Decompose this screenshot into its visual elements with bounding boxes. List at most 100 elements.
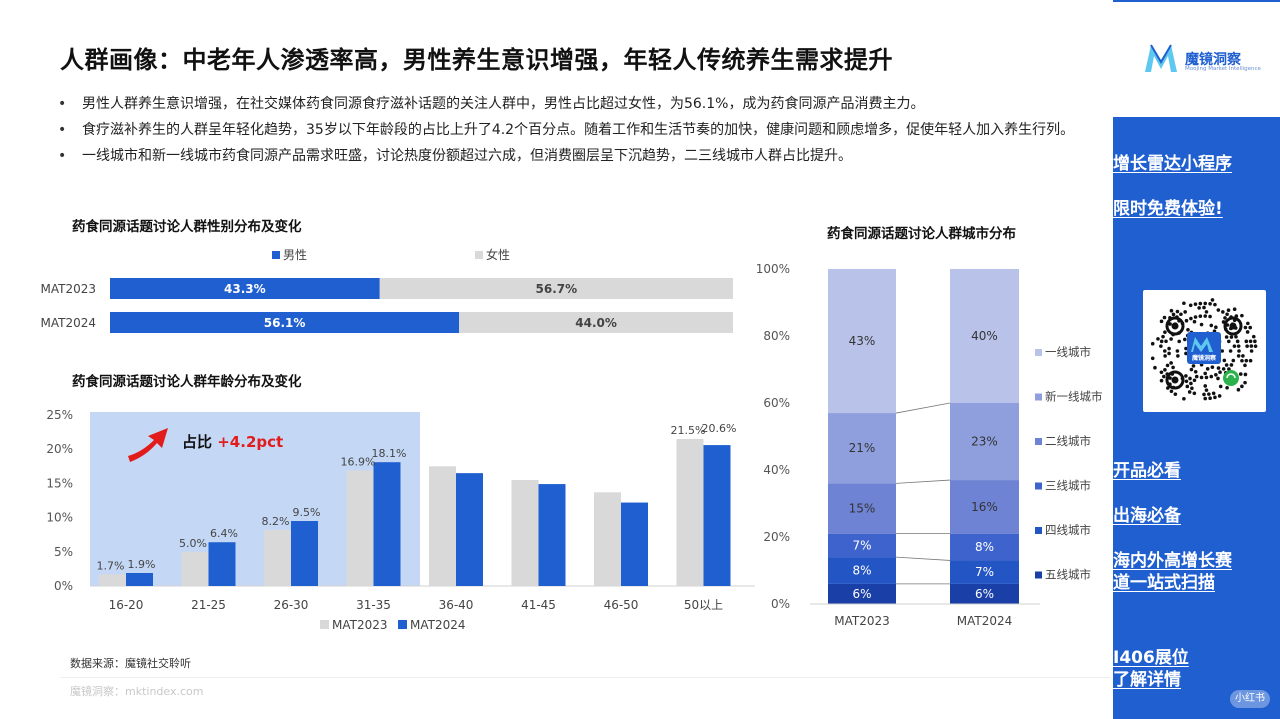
- qr-center-label: 魔镜洞察: [1191, 354, 1217, 362]
- gender-category-label: MAT2023: [41, 282, 97, 296]
- city-segment-label: 6%: [975, 587, 994, 601]
- city-segment: [950, 269, 1019, 403]
- age-bar-2024: [208, 542, 236, 586]
- age-annotation: 占比 +4.2pct: [182, 433, 283, 451]
- age-label-2023: 5.0%: [179, 537, 207, 550]
- city-category-label: MAT2023: [834, 614, 890, 628]
- age-y-tick: 20%: [46, 442, 73, 456]
- city-chart: 0% 20% 40% 60% 80% 100% 6% 8% 7% 15% 21% 43% MAT2023…: [756, 262, 1103, 628]
- age-y-tick: 25%: [46, 408, 73, 422]
- sidebar-link-booth-line2[interactable]: 了解详情: [1113, 670, 1181, 690]
- bullet-item: 男性人群养生意识增强，在社交媒体药食同源食疗滋补话题的关注人群中，男性占比超过女…: [56, 96, 1096, 113]
- page-title: 人群画像：中老年人渗透率高，男性养生意识增强，年轻人传统养生需求提升: [60, 46, 893, 74]
- sidebar-link-scan-line2[interactable]: 道一站式扫描: [1113, 573, 1215, 593]
- city-y-tick: 60%: [763, 396, 790, 410]
- city-segment-label: 8%: [852, 564, 871, 578]
- city-y-tick: 0%: [771, 597, 790, 611]
- city-segment-label: 43%: [849, 334, 876, 348]
- city-segment-label: 40%: [971, 329, 998, 343]
- age-label-2023: 16.9%: [341, 455, 376, 468]
- age-bar-2024: [538, 484, 566, 586]
- age-y-tick: 15%: [46, 476, 73, 490]
- city-segment-label: 7%: [852, 538, 871, 552]
- sidebar-link-product[interactable]: 开品必看: [1113, 461, 1181, 481]
- city-y-tick: 80%: [763, 329, 790, 343]
- age-label-2023: 8.2%: [262, 515, 290, 528]
- age-legend-swatch-2024: [398, 620, 407, 629]
- city-segment: [950, 583, 1019, 604]
- city-segment: [950, 560, 1019, 584]
- sidebar-link-overseas[interactable]: 出海必备: [1113, 506, 1181, 526]
- sidebar-link-booth-line1[interactable]: I406展位: [1113, 648, 1189, 668]
- age-label-2023: 21.5%: [671, 424, 706, 437]
- age-category-label: 31-35: [356, 598, 391, 612]
- age-label-2024: 20.6%: [702, 422, 737, 435]
- legend-swatch-male: [272, 251, 280, 259]
- city-legend-swatch: [1035, 393, 1042, 401]
- age-label-2024: 1.9%: [128, 558, 156, 571]
- city-segment-label: 23%: [971, 435, 998, 449]
- age-category-label: 26-30: [274, 598, 309, 612]
- brand-header: 魔镜洞察 Moojing Market Intelligence: [1113, 2, 1280, 117]
- city-segment: [828, 413, 896, 484]
- city-segment-label: 15%: [849, 502, 876, 516]
- age-label-2023: 1.7%: [97, 559, 125, 572]
- gender-bar-male: [110, 312, 460, 333]
- gender-bar-male: [110, 278, 380, 299]
- age-chart-title: 药食同源话题讨论人群年龄分布及变化: [72, 374, 302, 390]
- age-bar-2023: [346, 470, 374, 586]
- legend-label-female: 女性: [486, 247, 510, 262]
- age-chart: 0% 5% 10% 15% 20% 25% 1.7% 1.9% 16-20 5.0%6.4% 21-…: [46, 408, 755, 632]
- age-category-label: 21-25: [191, 598, 226, 612]
- age-bar-2023: [264, 529, 291, 586]
- age-label-2024: 6.4%: [210, 527, 238, 540]
- promo-free-trial-link[interactable]: 限时免费体验!: [1113, 199, 1223, 219]
- age-category-label: 50以上: [684, 598, 723, 612]
- age-label-2024: 18.1%: [372, 447, 407, 460]
- sidebar-link-scan-line1[interactable]: 海内外高增长赛: [1113, 551, 1232, 571]
- age-bar-2024: [373, 462, 401, 586]
- city-legend-swatch: [1035, 482, 1042, 490]
- age-bar-2024: [703, 445, 731, 586]
- gender-label-male: 43.3%: [224, 282, 266, 296]
- legend-swatch-female: [475, 251, 483, 259]
- city-segment-label: 7%: [975, 565, 994, 579]
- slide-main: 人群画像：中老年人渗透率高，男性养生意识增强，年轻人传统养生需求提升 男性人群养…: [0, 0, 1113, 719]
- age-category-label: 41-45: [521, 598, 556, 612]
- gender-label-female: 44.0%: [575, 316, 617, 330]
- qr-code[interactable]: 魔镜洞察: [1143, 290, 1266, 412]
- city-legend-swatch: [1035, 438, 1042, 445]
- data-source: 数据来源：魔镜社交聆听: [70, 657, 191, 670]
- age-legend-swatch-2023: [320, 620, 329, 629]
- age-legend-label-2023: MAT2023: [332, 618, 388, 632]
- bullet-item: 一线城市和新一线城市药食同源产品需求旺盛，讨论热度份额超过六成，但消费圈层呈下沉…: [56, 148, 1096, 165]
- city-y-tick: 40%: [763, 463, 790, 477]
- age-bar-2023: [181, 551, 209, 586]
- city-legend-label: 新一线城市: [1045, 390, 1103, 404]
- qr-code-icon: 魔镜洞察: [1150, 298, 1258, 401]
- promo-miniprogram-link[interactable]: 增长雷达小程序: [1113, 154, 1232, 174]
- city-segment: [828, 483, 896, 534]
- gender-bar-female: [459, 312, 733, 333]
- city-category-label: MAT2024: [957, 614, 1013, 628]
- city-legend-label: 一线城市: [1045, 345, 1091, 359]
- city-legend-swatch: [1035, 349, 1042, 356]
- age-bar-2023: [594, 492, 621, 586]
- city-segment-label: 6%: [852, 587, 871, 601]
- city-segment-label: 8%: [975, 540, 994, 554]
- watermark: 魔镜洞察：mktindex.com: [70, 685, 204, 698]
- city-y-tick: 20%: [763, 530, 790, 544]
- age-y-tick: 0%: [54, 579, 73, 593]
- city-connector-line: [895, 479, 951, 484]
- gender-chart: 男性 女性 MAT2023 43.3% 56.7% MAT2024 56.1% 44.0%: [41, 247, 733, 333]
- age-category-label: 46-50: [604, 598, 639, 612]
- trend-arrow-icon: [128, 428, 168, 462]
- city-legend-label: 五线城市: [1045, 568, 1091, 582]
- city-segment: [828, 269, 896, 414]
- city-legend-swatch: [1035, 527, 1042, 534]
- city-segment-label: 21%: [849, 441, 876, 455]
- age-category-label: 16-20: [109, 598, 144, 612]
- age-bar-2024: [456, 473, 483, 586]
- city-connector-line: [895, 556, 951, 561]
- city-segment: [828, 583, 896, 604]
